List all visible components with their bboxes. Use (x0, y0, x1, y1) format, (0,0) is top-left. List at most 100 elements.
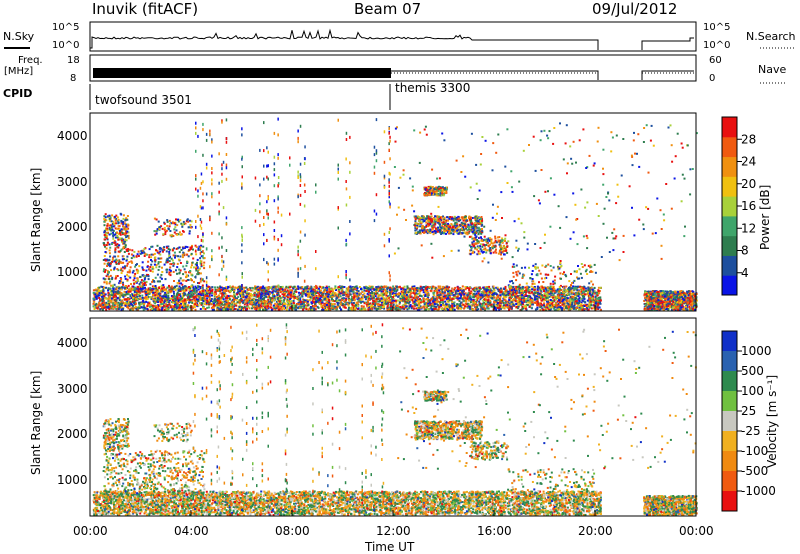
range-gate-cell (231, 304, 233, 306)
range-gate-cell (416, 287, 418, 289)
range-gate-cell (566, 300, 568, 302)
range-gate-cell (473, 305, 475, 307)
range-gate-cell (173, 291, 175, 293)
range-gate-cell (559, 308, 561, 310)
range-gate-cell (340, 295, 342, 297)
freq-trace-block (93, 68, 391, 78)
range-gate-cell (500, 291, 502, 293)
range-gate-cell (349, 300, 351, 302)
range-gate-cell (403, 306, 405, 308)
range-gate-cell (379, 298, 381, 300)
range-gate-cell (482, 300, 484, 302)
range-gate-cell (142, 300, 144, 302)
range-gate-cell (208, 306, 210, 308)
range-gate-cell (206, 297, 208, 299)
range-gate-cell (202, 297, 204, 299)
range-gate-cell (322, 287, 324, 289)
range-gate-cell (386, 297, 388, 299)
range-gate-cell (406, 305, 408, 307)
range-gate-cell (547, 295, 549, 297)
range-gate-cell (444, 294, 446, 296)
nsky-frame (90, 22, 696, 51)
range-gate-cell (531, 301, 533, 303)
range-gate-cell (168, 304, 170, 306)
range-gate-cell (484, 294, 486, 296)
range-gate-cell (93, 289, 95, 291)
range-gate-cell (289, 298, 291, 300)
range-gate-cell (166, 287, 168, 289)
range-gate-cell (119, 287, 121, 289)
range-gate-cell (179, 301, 181, 303)
range-gate-cell (435, 306, 437, 308)
range-gate-cell (119, 294, 121, 296)
range-gate-cell (411, 299, 413, 301)
range-gate-cell (184, 299, 186, 301)
range-gate-cell (416, 294, 418, 296)
range-gate-cell (486, 287, 488, 289)
range-gate-cell (438, 290, 440, 292)
range-gate-cell (533, 294, 535, 296)
range-gate-cell (437, 308, 439, 310)
range-gate-cell (163, 302, 165, 304)
range-gate-cell (349, 286, 351, 288)
range-gate-cell (114, 291, 116, 293)
range-gate-cell (421, 307, 423, 309)
range-gate-cell (590, 301, 592, 303)
range-gate-cell (367, 287, 369, 289)
range-gate-cell (363, 306, 365, 308)
range-gate-cell (173, 287, 175, 289)
range-gate-cell (415, 308, 417, 310)
range-gate-cell (211, 298, 213, 300)
range-gate-cell (452, 298, 454, 300)
range-gate-cell (362, 301, 364, 303)
nsky-panel: N.Sky 10^5 10^0 10^5 10^0 N.Search (3, 22, 796, 51)
range-gate-cell (142, 288, 144, 290)
range-gate-cell (396, 286, 398, 288)
range-gate-cell (214, 286, 216, 288)
range-gate-cell (556, 309, 558, 311)
range-gate-cell (164, 294, 166, 296)
range-gate-cell (125, 305, 127, 307)
range-gate-cell (423, 286, 425, 288)
range-gate-cell (122, 308, 124, 310)
range-gate-cell (599, 296, 601, 298)
range-gate-cell (448, 286, 450, 288)
range-gate-cell (413, 307, 415, 309)
range-gate-cell (233, 293, 235, 295)
range-gate-cell (225, 305, 227, 307)
range-gate-cell (360, 293, 362, 295)
range-gate-cell (289, 307, 291, 309)
range-gate-cell (262, 309, 264, 311)
range-gate-cell (239, 306, 241, 308)
range-gate-cell (504, 302, 506, 304)
range-gate-cell (537, 293, 539, 295)
range-gate-cell (295, 289, 297, 291)
range-gate-cell (502, 307, 504, 309)
range-gate-cell (399, 302, 401, 304)
range-gate-cell (390, 305, 392, 307)
nave-tick-bottom: 0 (709, 73, 715, 84)
nsky-label: N.Sky (3, 30, 35, 43)
range-gate-cell (149, 293, 151, 295)
range-gate-cell (307, 301, 309, 303)
range-gate-cell (188, 286, 190, 288)
range-gate-cell (419, 298, 421, 300)
range-gate-cell (598, 292, 600, 294)
range-gate-cell (541, 300, 543, 302)
range-gate-cell (207, 286, 209, 288)
range-gate-cell (186, 295, 188, 297)
range-gate-cell (331, 296, 333, 298)
range-gate-cell (145, 301, 147, 303)
range-gate-cell (584, 294, 586, 296)
range-gate-cell (235, 305, 237, 307)
range-gate-cell (576, 307, 578, 309)
range-gate-cell (500, 300, 502, 302)
range-gate-cell (251, 287, 253, 289)
range-gate-cell (555, 303, 557, 305)
range-gate-cell (268, 287, 270, 289)
range-gate-cell (433, 295, 435, 297)
range-gate-cell (153, 299, 155, 301)
range-gate-cell (436, 288, 438, 290)
range-gate-cell (320, 292, 322, 294)
range-gate-cell (305, 306, 307, 308)
